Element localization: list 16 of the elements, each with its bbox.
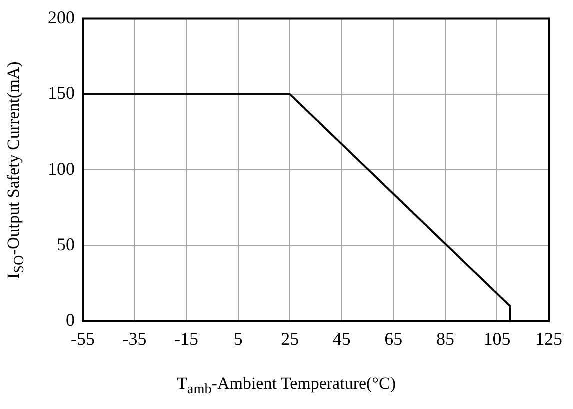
x-tick-label: 45 — [332, 328, 351, 349]
x-axis-title: T$_{amb}$-Ambient Temperature(°C) — [176, 374, 397, 398]
y-tick-label: 100 — [48, 158, 75, 179]
y-tick-label: 200 — [48, 8, 75, 28]
x-tick-label: 65 — [384, 328, 403, 349]
y-tick-label: 50 — [57, 234, 75, 254]
x-tick-label: -35 — [122, 328, 147, 349]
x-tick-label: 85 — [436, 328, 454, 349]
x-tick-label: 105 — [484, 328, 511, 349]
x-tick-label: -15 — [174, 328, 199, 349]
x-tick-label: -55 — [71, 328, 95, 349]
x-tick-label: 5 — [234, 328, 243, 349]
y-tick-label: 150 — [48, 83, 75, 104]
x-tick-label: 125 — [536, 328, 562, 349]
x-tick-label: 25 — [281, 328, 300, 349]
y-tick-label: 0 — [66, 310, 75, 330]
